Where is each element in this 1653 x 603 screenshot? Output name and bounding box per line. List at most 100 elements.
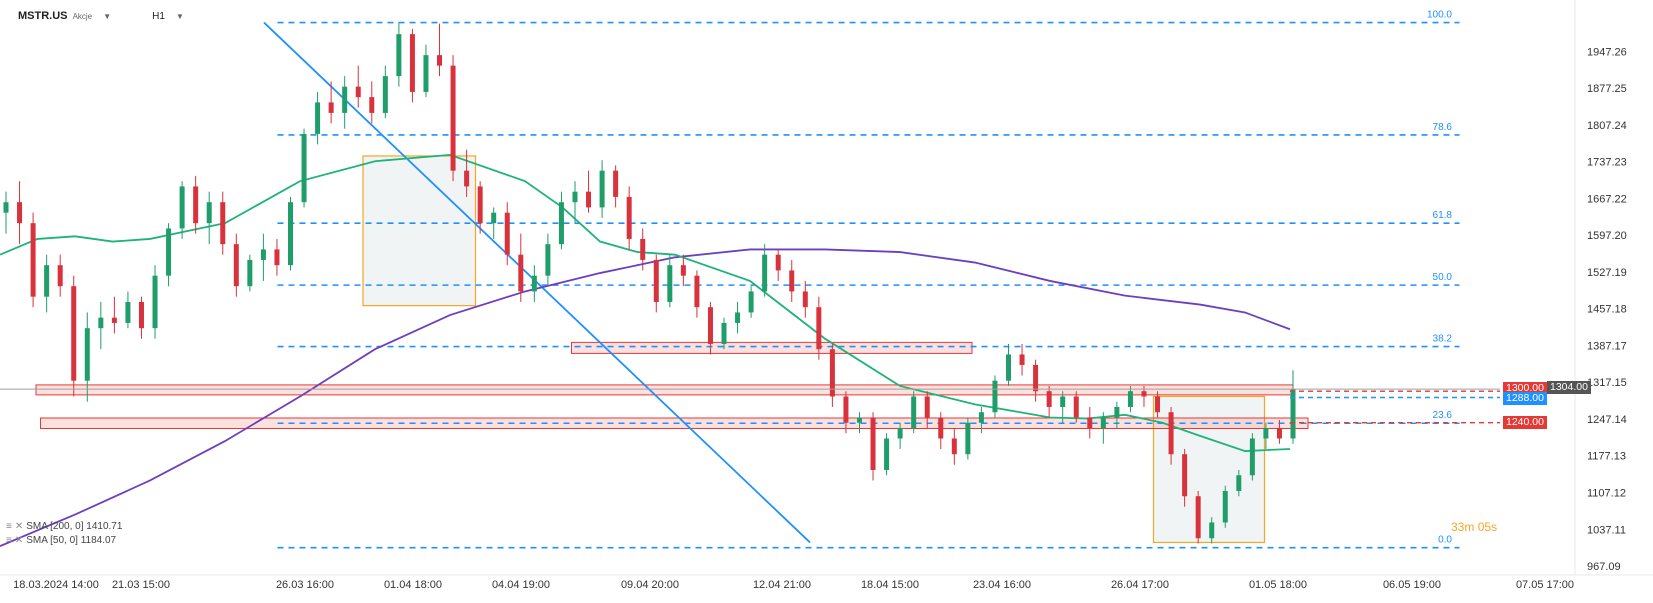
close-icon[interactable]: ✕ [14,535,24,546]
legend-sma200-label: SMA [200, 0] 1410.71 [26,521,123,532]
candle-body [978,412,984,423]
candle-body [1263,427,1269,439]
x-tick-label: 23.04 16:00 [973,579,1031,591]
countdown-minutes-unit: m [1464,520,1475,534]
y-tick-label: 1737.23 [1587,157,1627,169]
settings-icon[interactable]: ≡ [6,535,12,546]
candle-body [1033,364,1039,392]
candlesticks [3,22,1296,544]
candle-body [342,86,348,113]
fib-level-label: 50.0 [1433,272,1453,283]
candle-body [1046,391,1052,407]
trendline[interactable] [263,21,811,544]
candle-body [653,259,659,302]
candle-body [166,228,172,276]
candle-body [558,202,564,245]
candle-body [586,191,592,208]
candle-body [518,254,524,292]
candle-body [856,417,862,423]
candle-body [450,65,456,171]
fib-level-label: 23.6 [1433,410,1453,421]
current-price-tag: 1304.00 [1547,381,1591,395]
legend-sma50[interactable]: ≡ ✕ SMA [50, 0] 1184.07 [6,535,116,546]
candle-body [775,254,781,271]
x-tick-label: 01.05 18:00 [1249,579,1307,591]
timeframe-dropdown-icon[interactable]: ▼ [176,12,184,21]
x-tick-label: 26.03 16:00 [276,579,334,591]
settings-icon[interactable]: ≡ [6,521,12,532]
candle-body [992,380,998,413]
y-tick-label: 1107.12 [1587,487,1626,499]
candle-body [1249,438,1255,476]
candle-body [599,170,605,208]
candle-body [667,265,673,302]
timeframe-label[interactable]: H1 [152,11,165,22]
candle-body [84,328,90,381]
candle-body [233,244,239,287]
instrument-kind: Akcje [72,12,93,21]
fib-level-label: 61.8 [1433,210,1453,221]
candle-body [396,34,402,77]
candle-body [938,417,944,439]
candle-body [531,275,537,292]
x-tick-label: 12.04 21:00 [753,579,811,591]
y-tick-label: 1457.18 [1587,304,1627,316]
candle-body [572,191,578,203]
candle-body [125,301,131,323]
candle-body [328,102,334,113]
candle-body [464,170,470,187]
candle-body [138,301,144,329]
y-tick-label: 1177.13 [1587,451,1626,463]
candle-body [545,244,551,276]
fibonacci-levels: 100.0 78.6 61.8 50.0 38.2 23.6 0.0 [277,10,1460,549]
candle-body [951,438,957,455]
close-icon[interactable]: ✕ [14,521,24,532]
candle-body [382,76,388,113]
fib-level-label: 100.0 [1427,10,1452,21]
x-tick-label: 01.04 18:00 [384,579,442,591]
price-tag-1240: 1240.00 [1503,415,1547,429]
candle-body [721,322,727,344]
x-tick-label: 18.04 15:00 [861,579,919,591]
candle-body [1087,417,1093,428]
candle-body [220,202,226,245]
candle-body [491,212,497,224]
candle-body [1114,406,1120,418]
candle-body [1209,522,1215,539]
candle-body [1290,389,1296,439]
legend-sma50-label: SMA [50, 0] 1184.07 [26,535,117,546]
candle-body [3,202,9,213]
candle-body [802,291,808,308]
y-tick-label: 1877.25 [1587,83,1627,95]
candle-body [829,349,835,397]
candle-body [1195,496,1201,539]
candle-body [369,97,375,113]
y-tick-label: 1037.11 [1587,524,1626,536]
candle-body [111,317,117,323]
symbol-dropdown-icon[interactable]: ▼ [103,12,112,21]
candle-body [477,186,483,224]
candle-body [897,427,903,439]
candle-body [1100,417,1106,428]
resistance-zone-1300 [35,384,1294,396]
bar-countdown: 33m 05s [1451,520,1497,534]
candle-body [247,259,253,287]
candle-body [843,396,849,423]
candle-body [315,102,321,134]
x-tick-label: 06.05 19:00 [1383,579,1441,591]
candle-body [152,275,158,329]
y-tick-label: 967.09 [1587,561,1621,573]
candle-body [504,212,510,255]
candle-body [409,34,415,92]
candle-body [423,55,429,92]
x-tick-label: 21.03 15:00 [112,579,170,591]
symbol-label[interactable]: MSTR.US [18,10,68,22]
candle-body [762,254,768,292]
y-axis-ticks: 1947.26 1877.25 1807.24 1737.23 1667.22 1597.… [1587,46,1627,573]
candle-body [193,186,199,224]
candle-body [1236,475,1242,491]
candle-body [287,202,293,266]
legend-sma200[interactable]: ≡ ✕ SMA [200, 0] 1410.71 [6,521,122,532]
candle-body [1182,454,1188,497]
